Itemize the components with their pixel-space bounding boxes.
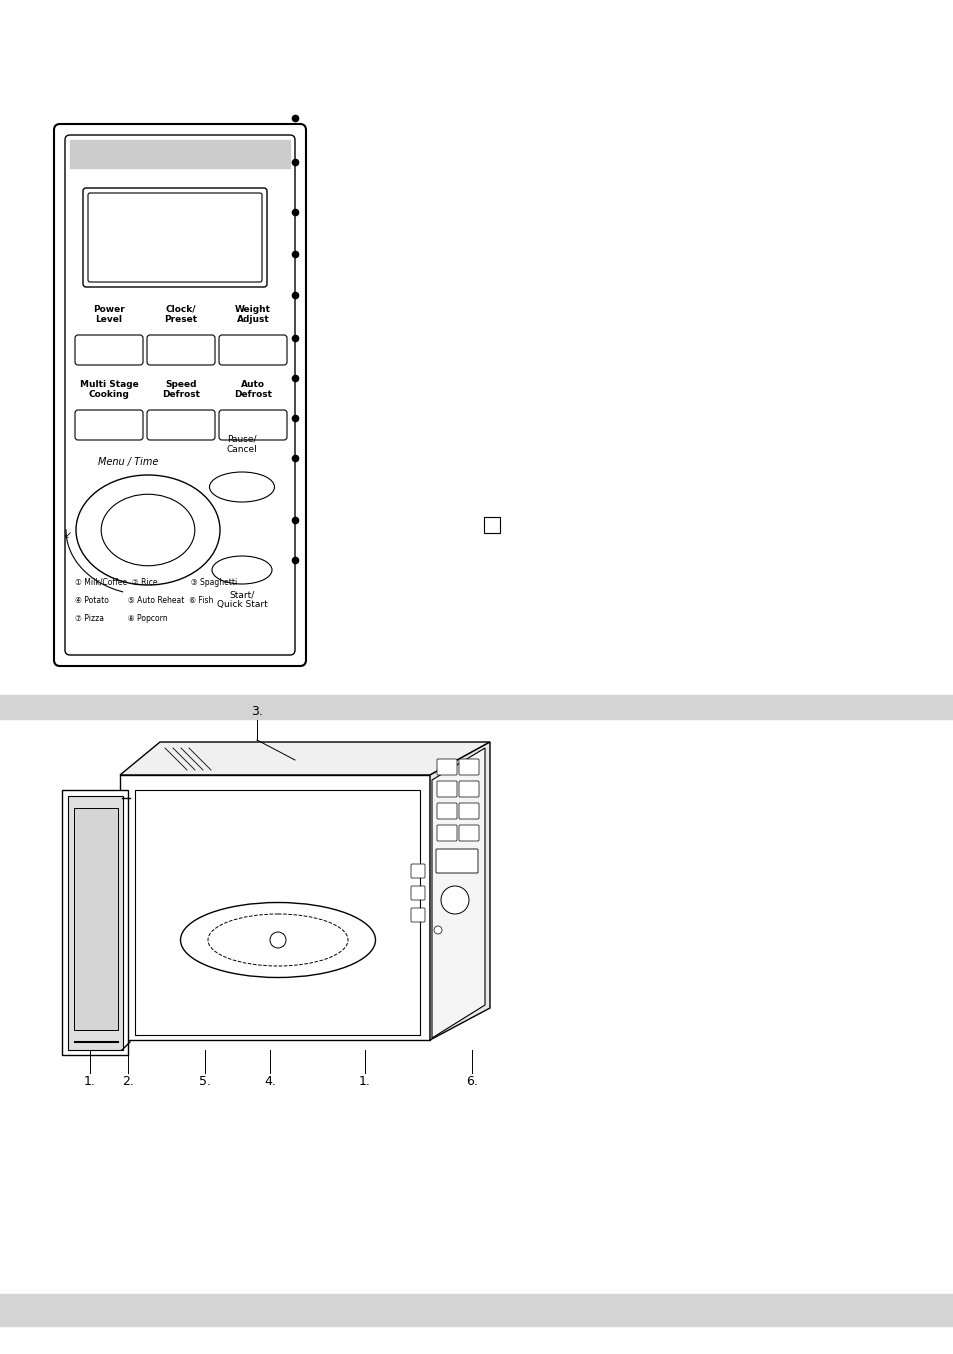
Text: ⑦ Pizza          ⑧ Popcorn: ⑦ Pizza ⑧ Popcorn — [75, 613, 168, 623]
Text: Start/
Quick Start: Start/ Quick Start — [216, 590, 267, 609]
Ellipse shape — [76, 475, 220, 585]
FancyBboxPatch shape — [436, 803, 456, 819]
FancyBboxPatch shape — [411, 886, 424, 900]
FancyBboxPatch shape — [458, 760, 478, 774]
Text: ④ Potato        ⑤ Auto Reheat  ⑥ Fish: ④ Potato ⑤ Auto Reheat ⑥ Fish — [75, 596, 213, 605]
Polygon shape — [120, 774, 430, 1040]
Text: 2.: 2. — [122, 1075, 133, 1089]
Text: Speed
Defrost: Speed Defrost — [162, 380, 200, 399]
FancyBboxPatch shape — [75, 334, 143, 366]
FancyBboxPatch shape — [65, 135, 294, 655]
FancyBboxPatch shape — [436, 825, 456, 841]
FancyBboxPatch shape — [147, 410, 214, 440]
Text: Auto
Defrost: Auto Defrost — [233, 380, 272, 399]
Polygon shape — [74, 808, 118, 1030]
FancyBboxPatch shape — [436, 781, 456, 798]
Text: Pause/
Cancel: Pause/ Cancel — [227, 435, 257, 455]
Text: 6.: 6. — [466, 1075, 477, 1089]
Text: 1.: 1. — [358, 1075, 371, 1089]
Text: ◆: ◆ — [486, 519, 497, 532]
Polygon shape — [135, 789, 419, 1034]
Text: Clock/
Preset: Clock/ Preset — [164, 305, 197, 325]
Bar — [0, 695, 953, 719]
Circle shape — [434, 926, 441, 934]
Text: Menu / Time: Menu / Time — [98, 458, 158, 467]
FancyBboxPatch shape — [219, 334, 287, 366]
Text: ↙: ↙ — [64, 529, 72, 540]
Text: Weight
Adjust: Weight Adjust — [234, 305, 271, 325]
Ellipse shape — [210, 473, 274, 502]
FancyBboxPatch shape — [147, 334, 214, 366]
FancyBboxPatch shape — [219, 410, 287, 440]
Polygon shape — [68, 796, 123, 1049]
FancyBboxPatch shape — [458, 825, 478, 841]
FancyBboxPatch shape — [54, 125, 306, 666]
FancyBboxPatch shape — [88, 194, 262, 282]
FancyBboxPatch shape — [411, 864, 424, 877]
Polygon shape — [432, 747, 484, 1039]
Polygon shape — [62, 789, 128, 1055]
Text: 1.: 1. — [84, 1075, 96, 1089]
Text: 4.: 4. — [264, 1075, 275, 1089]
Ellipse shape — [101, 494, 194, 566]
Text: Power
Level: Power Level — [93, 305, 125, 325]
Text: 5.: 5. — [199, 1075, 211, 1089]
FancyBboxPatch shape — [411, 909, 424, 922]
FancyBboxPatch shape — [75, 410, 143, 440]
Text: Multi Stage
Cooking: Multi Stage Cooking — [79, 380, 138, 399]
FancyBboxPatch shape — [436, 849, 477, 873]
Ellipse shape — [180, 903, 375, 978]
Bar — [0, 1294, 953, 1327]
Circle shape — [270, 932, 286, 948]
FancyBboxPatch shape — [436, 760, 456, 774]
FancyBboxPatch shape — [458, 803, 478, 819]
Text: 3.: 3. — [251, 705, 263, 718]
FancyBboxPatch shape — [83, 188, 267, 287]
Text: ① Milk/Coffee  ② Rice              ③ Spaghetti: ① Milk/Coffee ② Rice ③ Spaghetti — [75, 578, 237, 588]
Bar — [70, 139, 290, 168]
Polygon shape — [120, 742, 490, 774]
Polygon shape — [430, 742, 490, 1040]
FancyBboxPatch shape — [458, 781, 478, 798]
Ellipse shape — [212, 556, 272, 584]
Circle shape — [440, 886, 469, 914]
